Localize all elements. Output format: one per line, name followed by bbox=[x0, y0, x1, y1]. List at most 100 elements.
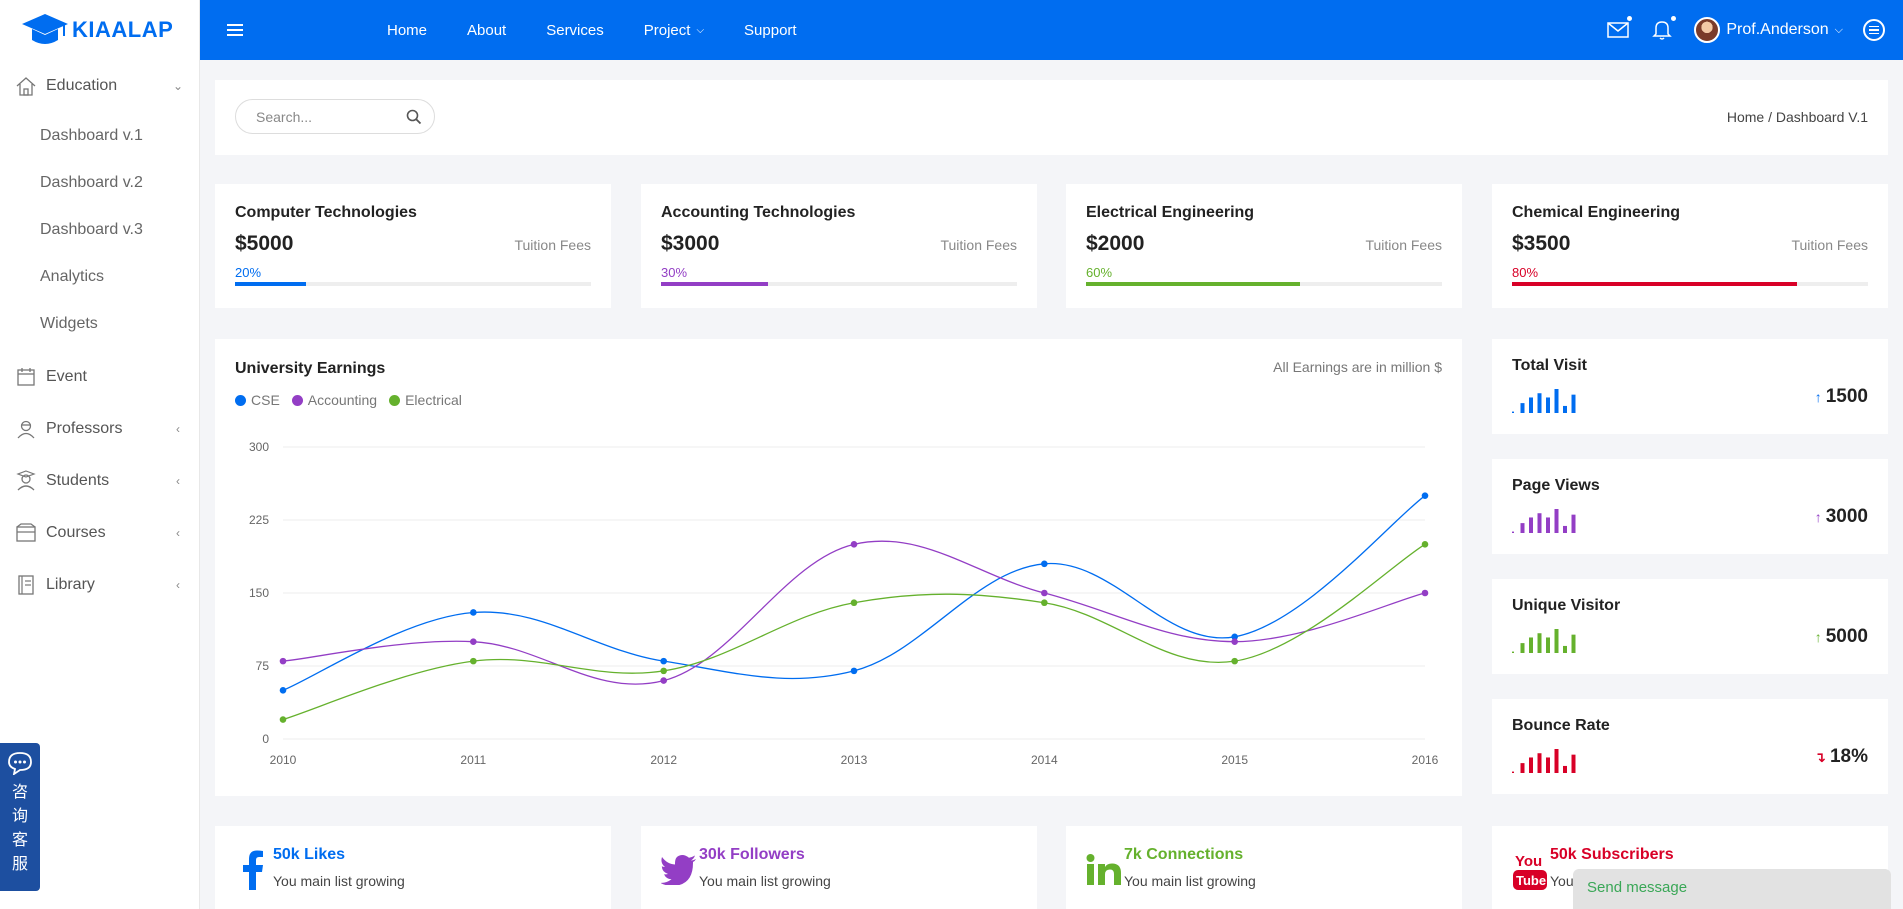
stat-card: Accounting Technologies $3000 Tuition Fee… bbox=[641, 184, 1037, 308]
social-title: 7k Connections bbox=[1124, 846, 1244, 863]
spark-bar bbox=[1571, 634, 1576, 653]
sidebar-subitem-widgets[interactable]: Widgets bbox=[40, 314, 98, 332]
mini-stat-card: Bounce Rate ↴ 18% bbox=[1492, 699, 1888, 794]
data-point[interactable] bbox=[850, 599, 858, 607]
spark-bar bbox=[1529, 757, 1533, 773]
stat-card: Computer Technologies $5000 Tuition Fees … bbox=[215, 184, 611, 308]
x-tick-label: 2010 bbox=[270, 753, 297, 767]
data-point[interactable] bbox=[660, 677, 667, 684]
stat-subtitle: Tuition Fees bbox=[1365, 237, 1442, 253]
sidebar-item-professors[interactable]: Professors ‹ bbox=[0, 403, 199, 455]
data-point[interactable] bbox=[470, 609, 477, 616]
data-point[interactable] bbox=[470, 638, 477, 645]
sidebar-subitem-dashboard-v2[interactable]: Dashboard v.2 bbox=[40, 173, 143, 191]
search-icon[interactable] bbox=[406, 109, 422, 125]
spark-bar bbox=[1512, 531, 1514, 533]
data-point[interactable] bbox=[660, 657, 667, 665]
sidebar-item-students[interactable]: Students ‹ bbox=[0, 455, 199, 507]
mail-icon[interactable] bbox=[1606, 16, 1633, 42]
student-icon bbox=[14, 469, 38, 493]
top-nav-home[interactable]: Home bbox=[387, 21, 428, 39]
bell-icon[interactable] bbox=[1650, 16, 1677, 42]
hamburger-menu-icon[interactable] bbox=[227, 24, 247, 36]
sidebar-nav: Education ⌄ Dashboard v.1 Dashboard v.2 … bbox=[0, 60, 199, 611]
top-nav-support[interactable]: Support bbox=[744, 21, 797, 39]
stat-subtitle: Tuition Fees bbox=[514, 237, 591, 253]
sidebar-subitem-analytics[interactable]: Analytics bbox=[40, 267, 105, 285]
user-profile-menu[interactable]: Prof.Anderson ⌵ bbox=[1694, 17, 1843, 43]
legend-dot bbox=[389, 394, 401, 406]
data-point[interactable] bbox=[279, 716, 287, 723]
search-box bbox=[235, 99, 435, 134]
stat-title: Computer Technologies bbox=[235, 204, 417, 221]
sidebar-item-courses[interactable]: Courses ‹ bbox=[0, 507, 199, 559]
spark-bar bbox=[1529, 517, 1533, 533]
mini-value: ↑ 1500 bbox=[1815, 386, 1868, 408]
data-point[interactable] bbox=[1041, 589, 1048, 597]
chevron-down-icon: ⌄ bbox=[172, 79, 184, 93]
stat-card: Chemical Engineering $3500 Tuition Fees 8… bbox=[1492, 184, 1888, 308]
facebook-icon[interactable] bbox=[235, 848, 271, 892]
youtube-icon[interactable]: You Tube bbox=[1512, 848, 1548, 892]
spark-bar bbox=[1554, 629, 1559, 653]
spark-bar bbox=[1537, 393, 1542, 413]
chevron-left-icon: ‹ bbox=[176, 578, 180, 592]
graduation-cap-icon bbox=[22, 14, 68, 44]
spark-bar bbox=[1563, 525, 1567, 533]
top-nav-project[interactable]: Project ⌵ bbox=[644, 22, 704, 39]
data-point[interactable] bbox=[1231, 633, 1238, 641]
sidebar-subitem-dashboard-v3[interactable]: Dashboard v.3 bbox=[40, 220, 143, 238]
search-input[interactable] bbox=[256, 108, 396, 125]
sidebar-item-event[interactable]: Event bbox=[0, 351, 199, 403]
sidebar-item-label: Library bbox=[46, 576, 95, 593]
data-point[interactable] bbox=[850, 541, 858, 548]
data-point[interactable] bbox=[279, 687, 287, 694]
stat-title: Electrical Engineering bbox=[1086, 204, 1255, 221]
sidebar-item-education[interactable]: Education ⌄ bbox=[0, 60, 199, 112]
spark-bar bbox=[1546, 517, 1550, 533]
top-nav: Home About Services Project ⌵ Support bbox=[387, 22, 837, 39]
chevron-left-icon: ‹ bbox=[176, 474, 180, 488]
consult-service-tab[interactable]: 咨询客服 bbox=[0, 743, 40, 891]
logo[interactable]: KIAALAP bbox=[0, 0, 199, 60]
menu-circle-icon[interactable] bbox=[1863, 19, 1885, 41]
data-point[interactable] bbox=[1041, 599, 1048, 607]
spark-bar bbox=[1554, 509, 1559, 533]
legend-dot bbox=[235, 394, 246, 406]
top-nav-services[interactable]: Services bbox=[546, 21, 604, 39]
data-point[interactable] bbox=[1421, 492, 1429, 499]
home-icon bbox=[14, 74, 38, 98]
data-point[interactable] bbox=[1231, 638, 1238, 645]
data-point[interactable] bbox=[660, 667, 667, 675]
sidebar-subitem-dashboard-v1[interactable]: Dashboard v.1 bbox=[40, 126, 143, 144]
legend-dot bbox=[291, 394, 303, 406]
data-point[interactable] bbox=[1041, 560, 1048, 568]
consult-label: 咨询客服 bbox=[12, 784, 29, 873]
top-nav-about[interactable]: About bbox=[467, 21, 507, 39]
stat-amount: $3500 bbox=[1512, 232, 1571, 255]
data-point[interactable] bbox=[279, 657, 287, 665]
data-point[interactable] bbox=[1421, 541, 1429, 548]
data-point[interactable] bbox=[1421, 589, 1429, 597]
data-point[interactable] bbox=[470, 657, 477, 665]
send-message-widget[interactable]: Send message bbox=[1573, 869, 1891, 909]
y-tick-label: 75 bbox=[256, 659, 270, 673]
chevron-down-icon: ⌵ bbox=[1834, 23, 1843, 36]
legend-item-cse[interactable]: CSE bbox=[235, 392, 280, 408]
linkedin-icon[interactable] bbox=[1086, 848, 1122, 892]
twitter-icon[interactable] bbox=[661, 848, 697, 892]
spark-bar bbox=[1529, 637, 1533, 653]
x-tick-label: 2013 bbox=[841, 753, 868, 767]
chevron-left-icon: ‹ bbox=[176, 422, 180, 436]
legend-item-accounting[interactable]: Accounting bbox=[291, 392, 377, 408]
progress-bar bbox=[661, 282, 1017, 286]
spark-bar bbox=[1537, 513, 1542, 533]
data-point[interactable] bbox=[850, 667, 858, 675]
progress-fill bbox=[1512, 282, 1797, 286]
mini-value: ↑ 3000 bbox=[1815, 506, 1868, 528]
legend-item-electrical[interactable]: Electrical bbox=[389, 392, 462, 408]
data-point[interactable] bbox=[1231, 657, 1238, 665]
spark-bar bbox=[1554, 749, 1559, 773]
progress-fill bbox=[661, 282, 768, 286]
sidebar-item-library[interactable]: Library ‹ bbox=[0, 559, 199, 611]
